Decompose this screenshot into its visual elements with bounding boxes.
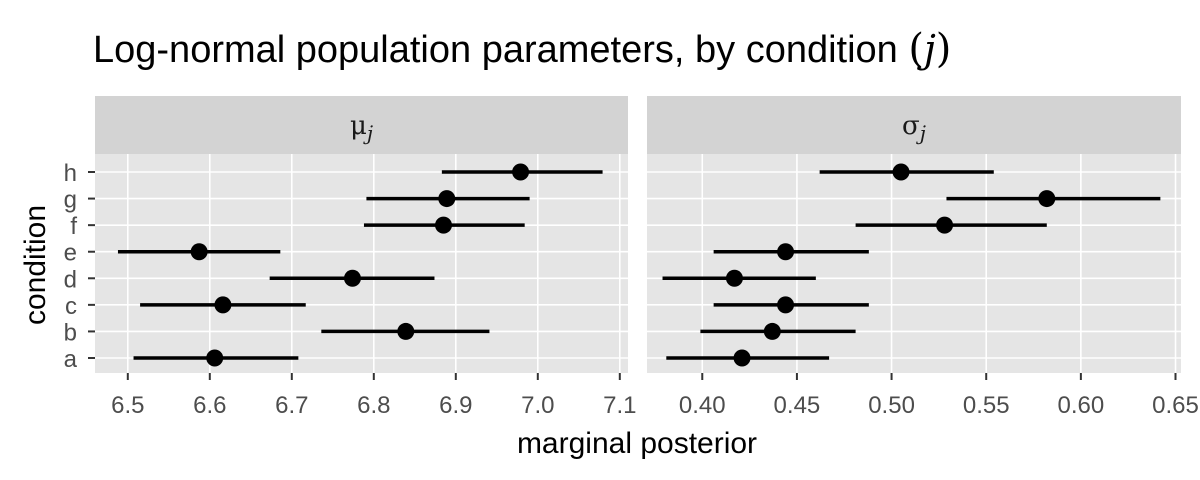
panel-background [95,154,628,373]
x-tick-label: 7.1 [603,392,636,419]
chart-title: Log-normal population parameters, by con… [93,26,951,72]
panel-sigma: σj 0.40 0.45 0.50 0.55 0.60 0.65 [647,96,1199,419]
point-g [1038,190,1056,208]
facet-strip-label: μj [350,111,373,145]
facet-strip-label: σj [902,111,926,145]
y-tick-label-a: a [64,346,78,373]
point-d [725,269,743,287]
point-c [214,296,232,314]
point-g [438,190,456,208]
x-tick-label: 6.6 [193,392,226,419]
y-tick-label-h: h [64,160,77,187]
point-e [777,243,795,261]
y-tick-label-d: d [64,266,77,293]
x-axis-title: marginal posterior [517,427,757,460]
x-tick-label: 0.60 [1058,392,1105,419]
x-tick-label: 0.65 [1152,392,1199,419]
point-h [512,163,530,181]
panel-mu: μj 6.5 6.6 6.7 6.8 6.9 7.0 7.1 [95,96,636,419]
point-b [763,322,781,340]
chart-title-main: Log-normal population parameters, by con… [93,29,908,71]
point-e [190,243,208,261]
facet-strip-subscript: j [916,121,926,145]
x-tick-label: 6.8 [357,392,390,419]
x-tick-label: 0.40 [679,392,726,419]
y-axis-title: condition [19,205,52,325]
y-tick-label-e: e [64,240,77,267]
y-tick-label-b: b [64,319,77,346]
point-f [435,216,452,234]
x-tick-label: 7.0 [521,392,554,419]
x-tick-label: 0.55 [963,392,1010,419]
facet-strip [647,96,1181,154]
x-tick-label: 6.9 [439,392,472,419]
x-tick-label: 6.7 [275,392,308,419]
chart-title-paren-open: ( [908,26,924,72]
facet-strip-subscript: j [363,121,373,145]
facet-strip [95,96,628,154]
point-d [343,269,361,287]
facet-strip-symbol: σ [902,111,920,141]
point-c [777,296,795,314]
point-b [397,322,415,340]
point-f [936,216,954,234]
facet-strip-symbol: μ [350,111,367,141]
x-tick-label: 0.50 [868,392,915,419]
point-a [206,349,224,367]
panel-background [647,154,1181,373]
y-tick-label-c: c [65,293,77,320]
y-tick-label-f: f [70,213,77,240]
x-tick-label: 0.45 [774,392,821,419]
y-tick-label-g: g [64,187,77,214]
x-tick-label: 6.5 [111,392,144,419]
point-h [892,163,910,181]
point-a [733,349,751,367]
chart-title-paren-close: ) [936,26,952,72]
